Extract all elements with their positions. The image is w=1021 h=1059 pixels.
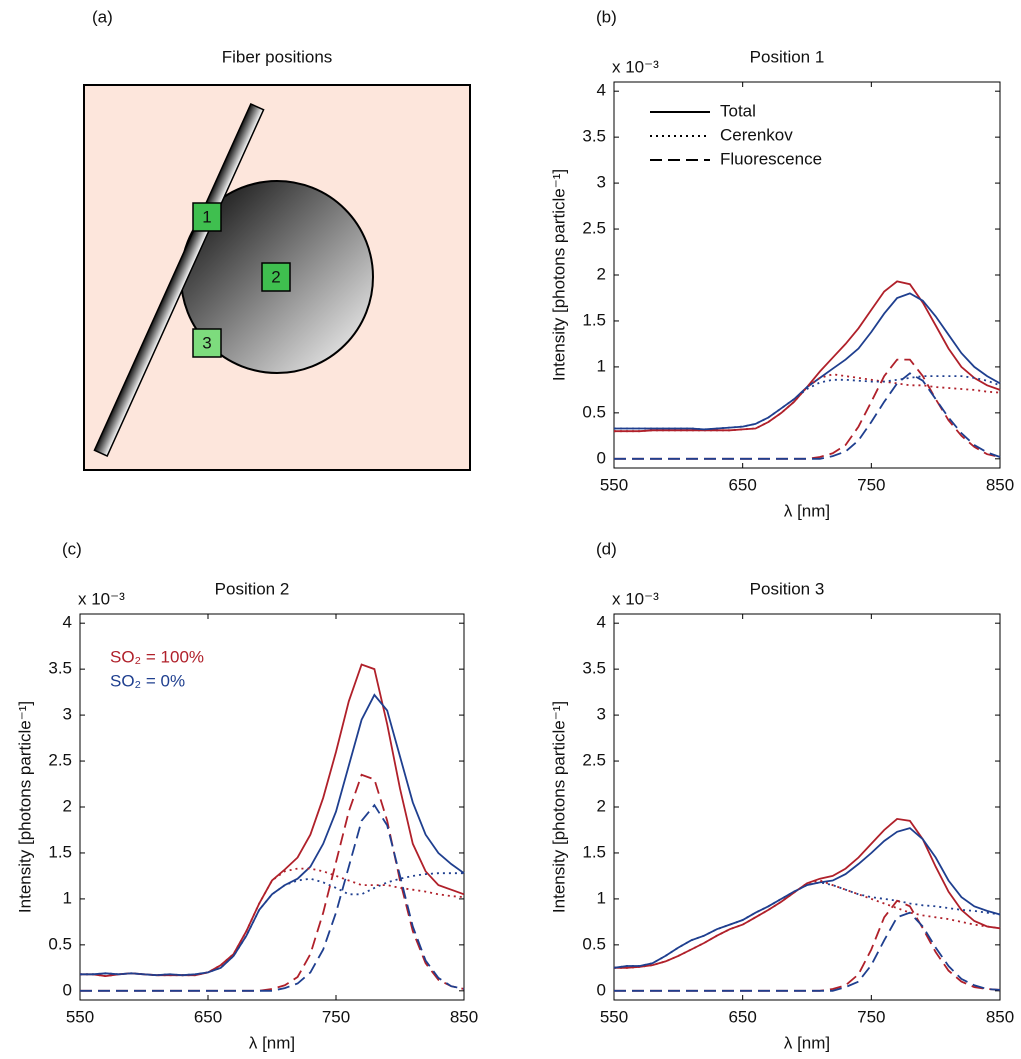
- series-line: [614, 911, 1001, 992]
- panel-label: (b): [596, 7, 617, 26]
- y-tick-label: 4: [597, 81, 606, 100]
- y-tick-label: 0: [63, 980, 72, 999]
- y-multiplier: x 10⁻³: [612, 589, 659, 608]
- y-tick-label: 1.5: [48, 842, 72, 861]
- legend-label: Total: [720, 101, 756, 120]
- legend-label: Fluorescence: [720, 149, 822, 168]
- chart-title: Position 3: [750, 579, 825, 598]
- y-tick-label: 3.5: [48, 659, 72, 678]
- series-line: [613, 827, 1001, 969]
- y-tick-label: 3: [597, 705, 606, 724]
- x-tick-label: 550: [600, 1007, 628, 1026]
- x-tick-label: 750: [857, 475, 885, 494]
- x-tick-label: 650: [728, 1007, 756, 1026]
- series-line: [80, 872, 464, 977]
- y-tick-label: 1: [597, 888, 606, 907]
- x-tick-label: 850: [450, 1007, 478, 1026]
- series-line: [614, 373, 1001, 433]
- x-axis-label: λ [nm]: [249, 1033, 295, 1052]
- x-tick-label: 850: [986, 1007, 1014, 1026]
- series-line: [80, 803, 465, 992]
- y-tick-label: 1.5: [582, 842, 606, 861]
- x-tick-label: 850: [986, 475, 1014, 494]
- y-tick-label: 3.5: [582, 127, 606, 146]
- y-tick-label: 2: [63, 796, 72, 815]
- y-tick-label: 2.5: [48, 751, 72, 770]
- chart-title: Position 2: [215, 579, 290, 598]
- x-axis-label: λ [nm]: [784, 501, 830, 520]
- chart-title: Position 1: [750, 47, 825, 66]
- y-tick-label: 2.5: [582, 751, 606, 770]
- legend-label: SO₂ = 100%: [110, 647, 204, 666]
- y-axis-label: Intensity [photons particle⁻¹]: [15, 701, 34, 913]
- panel-label: (a): [92, 7, 113, 26]
- series-line: [614, 899, 1001, 992]
- y-tick-label: 2.5: [582, 219, 606, 238]
- diagram-panel: (a) Fiber positions: [83, 7, 471, 471]
- y-tick-label: 1: [597, 356, 606, 375]
- y-tick-label: 0: [597, 980, 606, 999]
- y-tick-label: 3: [597, 173, 606, 192]
- fiber-marker: [192, 202, 222, 232]
- legend-label: Cerenkov: [720, 125, 793, 144]
- y-tick-label: 1: [63, 888, 72, 907]
- fiber-marker-label: 3: [202, 333, 211, 352]
- y-tick-label: 3: [63, 705, 72, 724]
- series-line: [80, 773, 465, 992]
- plot-frame: [613, 613, 1001, 1001]
- x-axis-label: λ [nm]: [784, 1033, 830, 1052]
- series-line: [614, 375, 1001, 431]
- y-tick-label: 4: [597, 613, 606, 632]
- fiber-marker-label: 2: [271, 267, 280, 286]
- series-line: [80, 693, 465, 977]
- y-multiplier: x 10⁻³: [612, 57, 659, 76]
- legend-label: SO₂ = 0%: [110, 671, 185, 690]
- x-tick-label: 750: [857, 1007, 885, 1026]
- y-tick-label: 3.5: [582, 659, 606, 678]
- fiber-rod: [93, 102, 265, 458]
- y-tick-label: 0: [597, 448, 606, 467]
- series-line: [80, 663, 465, 978]
- panel-label: (c): [62, 539, 82, 558]
- panel-label: (d): [596, 539, 617, 558]
- x-tick-label: 550: [66, 1007, 94, 1026]
- y-tick-label: 1.5: [582, 310, 606, 329]
- series-line: [614, 817, 1001, 969]
- y-axis-label: Intensity [photons particle⁻¹]: [549, 701, 568, 913]
- series-line: [614, 292, 1001, 431]
- fiber-marker-label: 1: [202, 207, 211, 226]
- y-tick-label: 2: [597, 796, 606, 815]
- y-tick-label: 0.5: [48, 934, 72, 953]
- y-multiplier: x 10⁻³: [78, 589, 125, 608]
- y-tick-label: 2: [597, 264, 606, 283]
- fiber-marker: [192, 328, 222, 358]
- y-axis-label: Intensity [photons particle⁻¹]: [549, 169, 568, 381]
- x-tick-label: 750: [322, 1007, 350, 1026]
- x-tick-label: 650: [728, 475, 756, 494]
- series-line: [614, 879, 1001, 969]
- y-tick-label: 0.5: [582, 402, 606, 421]
- series-line: [614, 372, 1001, 460]
- series-line: [613, 881, 1001, 969]
- y-tick-label: 4: [63, 613, 72, 632]
- x-tick-label: 650: [194, 1007, 222, 1026]
- series-line: [80, 867, 465, 978]
- y-tick-label: 0.5: [582, 934, 606, 953]
- diagram-title: Fiber positions: [222, 47, 333, 66]
- fiber-marker: [261, 262, 291, 292]
- x-tick-label: 550: [600, 475, 628, 494]
